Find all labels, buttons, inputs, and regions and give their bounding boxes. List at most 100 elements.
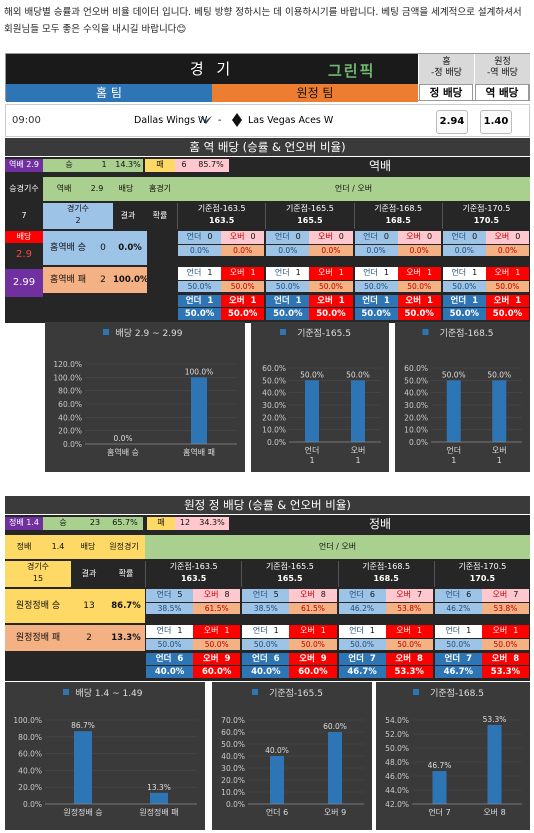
section2-under-n-2-1: 6 — [273, 654, 280, 664]
s2-uo-header: 언더 / 오버 — [145, 535, 530, 559]
section1-over-0-2: 오버 0 — [397, 231, 441, 244]
section2-under-1-3: 언더 1 — [434, 625, 482, 638]
section2-under-n-2-0: 6 — [177, 654, 184, 664]
chart2-category-0: 언더 — [446, 445, 461, 455]
match-time: 09:00 — [12, 115, 41, 126]
section2-line-label-3: 기준점-170.5 — [458, 562, 507, 571]
chart1-ytick-5: 50.0% — [262, 376, 286, 385]
chart5-ytick-5: 52.0% — [385, 730, 409, 739]
chart2-ytick-5: 50.0% — [404, 376, 428, 385]
section1-under-0-0: 언더 0 — [178, 231, 222, 244]
section2-over-n-0-2: 7 — [417, 590, 423, 599]
section2-over-0-3: 오버 7 — [481, 589, 529, 602]
section2-over-pct-0-3: 53.8% — [481, 603, 529, 614]
section1-under-n-1-2: 1 — [383, 268, 389, 277]
chart0-title: 배당 2.9 ~ 2.99 — [115, 328, 182, 339]
section2-over-pct-1-0: 50.0% — [193, 639, 241, 650]
home-odds-button[interactable]: 2.94 — [436, 110, 468, 134]
section1-over-2-2: 오버 1 — [397, 295, 441, 307]
chart4-bar-1 — [328, 732, 342, 804]
section1-under-word-1-3: 언더 — [451, 268, 467, 277]
chart5-ytick-3: 48.0% — [385, 758, 409, 767]
section1-over-word-2-1: 오버 — [317, 296, 333, 306]
section2-over-pct-1-3: 50.0% — [481, 639, 529, 650]
section2-over-n-2-0: 9 — [224, 654, 231, 664]
chart2-category-sub-1: 1 — [497, 456, 502, 465]
chart4-ytick-4: 40.0% — [221, 752, 245, 761]
section1-over-0-1: 오버 0 — [309, 231, 353, 244]
chart3-category-0: 원정정배 승 — [63, 807, 102, 817]
section2-over-word-2-0: 오버 — [202, 654, 219, 664]
chart1-ytick-1: 10.0% — [262, 426, 286, 435]
section2-over-n-0-1: 8 — [320, 590, 326, 599]
section2-row-label-0: 원정정배 승 — [5, 589, 71, 623]
section2-under-2-3: 언더 7 — [434, 653, 482, 665]
section2-under-2-2: 언더 7 — [338, 653, 386, 665]
section2-under-pct-0-0: 38.5% — [146, 603, 194, 614]
section1-under-pct-0-1: 0.0% — [266, 245, 310, 256]
chart5-value-label-1: 53.3% — [483, 715, 507, 724]
section1-over-n-2-1: 1 — [338, 296, 345, 306]
chart3-ytick-1: 20.0% — [18, 783, 42, 792]
section2-over-0-2: 오버 7 — [385, 589, 433, 602]
chart0-category-1: 홈역배 패 — [183, 447, 215, 457]
section1-line-label-0: 기준점-163.5 — [197, 204, 246, 213]
s2-win-count: 23 — [83, 517, 107, 530]
section2-under-pct-0-1: 38.5% — [242, 603, 290, 614]
section2-line-val-3: 170.5 — [469, 574, 496, 583]
intro-line: 해외 배당별 승률과 언오버 비율 데이터 입니다. 베팅 방향 정하시는 데 … — [4, 7, 522, 35]
section1-over-n-0-2: 0 — [427, 232, 433, 241]
s1-win-label: 승 — [43, 159, 95, 172]
section1-under-word-0-1: 언더 — [274, 232, 290, 241]
section1-row-label-1: 홈역배 패 — [43, 267, 93, 293]
section1-under-pct-1-0: 50.0% — [178, 281, 222, 292]
chart2-bar-0 — [446, 380, 461, 442]
s2-odds: 1.4 — [43, 535, 73, 559]
match-row[interactable]: 09:00 Dallas Wings W - Las Vegas Aces W … — [5, 104, 530, 137]
section1-over-word-2-2: 오버 — [405, 296, 422, 306]
chart0-ytick-0: 0.0% — [63, 440, 82, 449]
away-odds-button[interactable]: 1.40 — [480, 110, 512, 134]
chart1-bar-0 — [305, 380, 319, 442]
section2-under-pct-2-2: 46.7% — [338, 666, 386, 678]
chart0-ytick-1: 20.0% — [58, 427, 82, 436]
section2-over-word-1-0: 오버 — [203, 626, 219, 635]
chart3-value-label-1: 13.3% — [147, 783, 171, 792]
chart5-ytick-2: 46.0% — [385, 772, 409, 781]
chart0-ytick-6: 120.0% — [53, 360, 82, 369]
section1-row-label-0: 홈역배 승 — [43, 231, 93, 265]
section1-row-result-0: 0 — [93, 231, 113, 265]
home-odds-col-header: 홈 -정 배당 — [418, 54, 474, 84]
section1-over-2-1: 오버 1 — [309, 295, 353, 307]
section1-under-1-3: 언더 1 — [442, 267, 486, 280]
section2-title: 원정 정 배당 (승률 & 언오버 비율) — [5, 496, 530, 514]
chart1-value-label-1: 50.0% — [346, 370, 370, 379]
section1-over-word-0-3: 오버 — [494, 232, 510, 241]
section2-over-pct-2-0: 60.0% — [193, 666, 241, 678]
section1-title: 홈 역 배당 (승률 & 언오버 비율) — [5, 138, 530, 156]
section2-over-1-0: 오버 1 — [193, 625, 241, 638]
chart0-ytick-2: 40.0% — [58, 413, 82, 422]
favorite-odds-button[interactable]: 정 배당 — [419, 84, 473, 101]
chart0-bar-1 — [191, 377, 207, 444]
s1-summary-label: 역배 2.9 — [5, 159, 43, 172]
section2-row-result-0: 13 — [71, 589, 107, 623]
match-header: 경 기 그린픽 홈 팀 원정 팀 홈 -정 배당 원정 -역 배당 정 배당 역… — [5, 53, 530, 102]
section1-over-0-0: 오버 0 — [221, 231, 265, 244]
section1-under-word-1-2: 언더 — [363, 268, 378, 277]
section1-under-n-0-2: 0 — [383, 232, 389, 241]
section1-over-pct-2-1: 50.0% — [309, 308, 353, 320]
underdog-odds-button[interactable]: 역 배당 — [475, 84, 529, 101]
section1-row-result-1: 2 — [93, 267, 113, 293]
chart2-ytick-6: 60.0% — [404, 364, 428, 373]
section1-over-pct-0-2: 0.0% — [397, 245, 441, 256]
section2-row-result-1: 2 — [71, 625, 107, 651]
section2-over-1-1: 오버 1 — [289, 625, 337, 638]
s1-games: 2 — [75, 216, 81, 225]
section2-under-0-2: 언더 6 — [338, 589, 386, 602]
chart3-value-label-0: 86.7% — [71, 721, 95, 730]
section1-over-word-0-1: 오버 — [318, 232, 333, 241]
chart2-category-sub-0: 1 — [451, 456, 456, 465]
section1-line-label-3: 기준점-170.5 — [462, 204, 511, 213]
chart4-bar-0 — [270, 756, 284, 804]
